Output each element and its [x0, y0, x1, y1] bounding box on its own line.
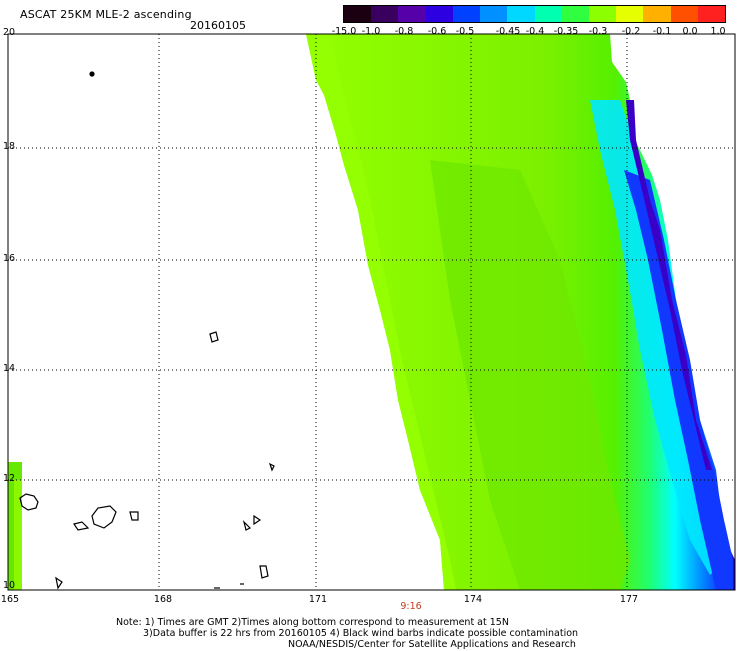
colorbar-swatch [643, 6, 671, 22]
swath-west-sliver-inner [14, 480, 22, 590]
colorbar-label: -0.2 [621, 26, 641, 37]
swath-lime-band [306, 34, 456, 590]
note-line-1: Note: 1) Times are GMT 2)Times along bot… [116, 617, 509, 628]
colorbar-swatch [507, 6, 535, 22]
y-tick-label: 12 [3, 473, 16, 484]
colorbar-swatch [670, 6, 698, 22]
y-tick-label: 18 [3, 141, 16, 152]
colorbar-swatch [480, 6, 508, 22]
swath-green-band [430, 160, 630, 590]
coastlines [19, 71, 275, 590]
colorbar-label: -0.45 [495, 26, 521, 37]
x-tick-label: 165 [0, 594, 20, 605]
y-tick-label: 16 [3, 253, 16, 264]
colorbar [343, 5, 726, 23]
time-label: 9:16 [400, 601, 422, 612]
colorbar-swatch [452, 6, 481, 22]
swath-blue-edge [624, 170, 733, 590]
product-date: 20160105 [190, 19, 246, 32]
colorbar-label: -0.1 [652, 26, 672, 37]
colorbar-label: -0.6 [427, 26, 447, 37]
colorbar-label: -0.35 [553, 26, 579, 37]
colorbar-swatch [697, 6, 726, 22]
x-tick-label: 177 [619, 594, 639, 605]
product-title: ASCAT 25KM MLE-2 ascending [20, 8, 192, 21]
colorbar-label: 0.0 [682, 26, 698, 37]
y-tick-label: 20 [3, 27, 16, 38]
colorbar-swatch [588, 6, 617, 22]
x-tick-label: 168 [153, 594, 173, 605]
colorbar-swatch [371, 6, 399, 22]
colorbar-swatch [425, 6, 453, 22]
x-tick-label: 171 [308, 594, 328, 605]
colorbar-label: -0.4 [525, 26, 545, 37]
colorbar-label: -0.8 [394, 26, 414, 37]
x-tick-label: 174 [463, 594, 483, 605]
colorbar-label: -0.3 [588, 26, 608, 37]
colorbar-swatch [561, 6, 589, 22]
colorbar-label: 1.0 [710, 26, 726, 37]
y-tick-label: 10 [3, 580, 16, 591]
note-line-2: 3)Data buffer is 22 hrs from 20160105 4)… [143, 628, 579, 639]
colorbar-swatch [616, 6, 644, 22]
plot-frame [7, 33, 736, 591]
graticule [8, 34, 735, 590]
swath-indigo-edge [626, 100, 712, 470]
colorbar-label: -15.0 [331, 26, 357, 37]
colorbar-label: -0.5 [455, 26, 475, 37]
colorbar-label: -1.0 [361, 26, 381, 37]
note-line-3: NOAA/NESDIS/Center for Satellite Applica… [288, 639, 576, 650]
colorbar-swatch [534, 6, 562, 22]
y-tick-label: 14 [3, 363, 16, 374]
colorbar-swatch [344, 6, 372, 22]
colorbar-swatch [398, 6, 426, 22]
